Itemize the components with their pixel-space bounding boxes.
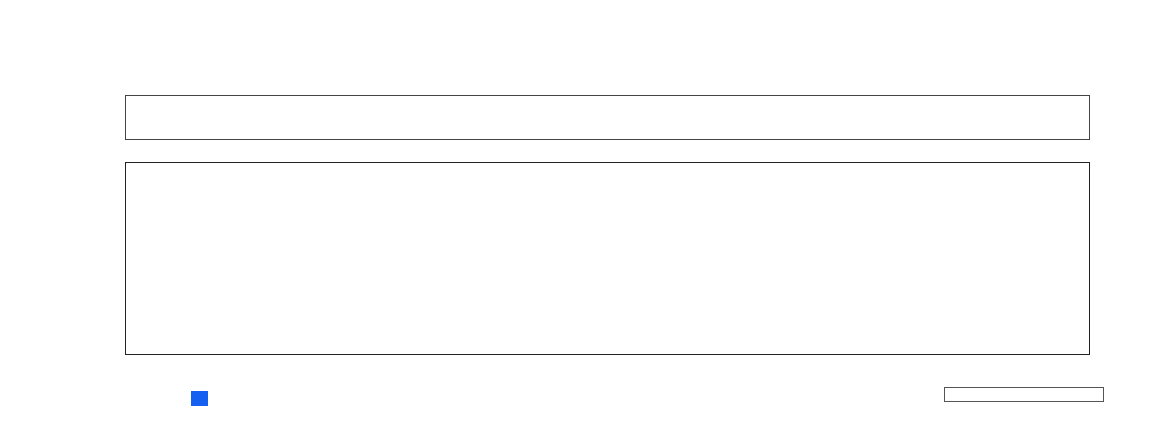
day-header-row <box>125 52 1090 92</box>
cloud-density-colorbar <box>944 387 1104 402</box>
cloud-density-tick-labels <box>944 403 1124 421</box>
cloudheight-tick-labels <box>1095 162 1145 355</box>
snow-icon <box>191 390 208 406</box>
legend <box>122 386 682 438</box>
wind-barb-band <box>125 140 1090 162</box>
forecast-plot <box>125 162 1090 355</box>
legend-snow <box>191 390 217 406</box>
showers-swatch <box>122 416 156 429</box>
temperature-tick-labels <box>24 162 64 355</box>
precipitation-tick-labels <box>78 162 120 355</box>
legend-showers <box>122 416 165 429</box>
legend-precipitation <box>122 392 165 405</box>
time-axis-labels <box>125 357 1090 377</box>
weather-icon-band <box>125 95 1090 140</box>
precipitation-swatch <box>122 392 156 405</box>
forecast-plot-svg <box>126 163 1089 354</box>
